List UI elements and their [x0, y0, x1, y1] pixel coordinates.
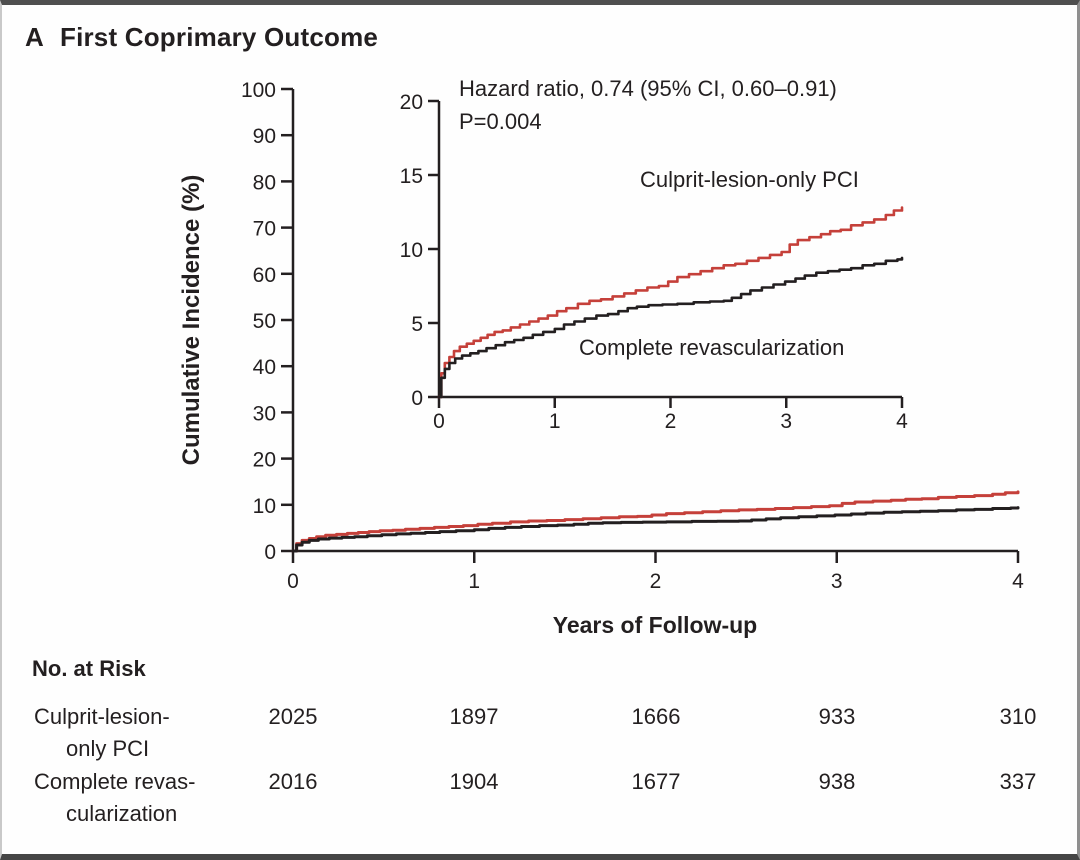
panel-title: First Coprimary Outcome [59, 22, 379, 52]
inset-y-tick-label: 0 [411, 387, 423, 410]
risk-value: 310 [999, 704, 1037, 729]
main-y-tick-label: 0 [264, 541, 276, 564]
main-y-tick-label: 10 [253, 495, 276, 518]
inset-x-tick-label: 3 [780, 410, 792, 433]
main-x-tick-label: 0 [287, 570, 299, 593]
main-x-tick-label: 3 [831, 570, 843, 593]
inset-x-tick-label: 4 [896, 410, 908, 433]
risk-row-culprit-label-line2: only PCI [66, 736, 150, 761]
risk-row-culprit-label-line1: Culprit-lesion- [34, 704, 170, 729]
main-y-tick-label: 50 [253, 310, 276, 333]
risk-table-header: No. at Risk [32, 656, 146, 681]
inset-y-tick-label: 10 [400, 239, 423, 262]
risk-value: 1904 [449, 769, 499, 794]
main-axis [291, 89, 1018, 553]
main-y-tick-label: 80 [253, 171, 276, 194]
main-y-tick-label: 20 [253, 449, 276, 472]
main-y-tick-label: 60 [253, 264, 276, 287]
series-label-culprit: Culprit-lesion-only PCI [640, 167, 859, 192]
panel-header: A First Coprimary Outcome [25, 22, 378, 53]
panel-letter: A [25, 22, 44, 52]
risk-value: 1897 [449, 704, 499, 729]
main-y-tick-label: 100 [241, 79, 276, 102]
risk-value: 1666 [631, 704, 681, 729]
main-x-tick-label: 2 [650, 570, 662, 593]
risk-value: 1677 [631, 769, 681, 794]
main-x-tick-label: 1 [468, 570, 480, 593]
inset-y-tick-label: 15 [400, 165, 423, 188]
p-value-text: P=0.004 [459, 109, 542, 134]
inset-y-tick-label: 5 [411, 313, 423, 336]
inset-x-tick-label: 2 [665, 410, 677, 433]
inset-y-tick-label: 20 [400, 91, 423, 114]
hazard-ratio-text: Hazard ratio, 0.74 (95% CI, 0.60–0.91) [459, 76, 837, 101]
main-y-tick-label: 90 [253, 125, 276, 148]
risk-value: 337 [999, 769, 1037, 794]
main-y-tick-label: 70 [253, 218, 276, 241]
inset-curve-complete [437, 256, 904, 399]
series-label-complete: Complete revascularization [579, 335, 845, 360]
main-x-tick-label: 4 [1012, 570, 1024, 593]
risk-value: 2016 [268, 769, 318, 794]
risk-value: 2025 [268, 704, 318, 729]
inset-x-tick-label: 1 [549, 410, 561, 433]
main-curve-culprit [291, 490, 1020, 553]
risk-row-complete-label-line2: cularization [66, 801, 178, 826]
main-curve-complete [291, 506, 1020, 553]
main-y-tick-label: 40 [253, 356, 276, 379]
risk-value: 938 [818, 769, 856, 794]
risk-value: 933 [818, 704, 856, 729]
y-axis-label: Cumulative Incidence (%) [178, 174, 205, 466]
risk-row-complete-label-line1: Complete revas- [34, 769, 196, 794]
main-y-tick-label: 30 [253, 402, 276, 425]
inset-curve-culprit [437, 206, 904, 399]
x-axis-label: Years of Follow-up [552, 612, 758, 638]
inset-x-tick-label: 0 [433, 410, 445, 433]
